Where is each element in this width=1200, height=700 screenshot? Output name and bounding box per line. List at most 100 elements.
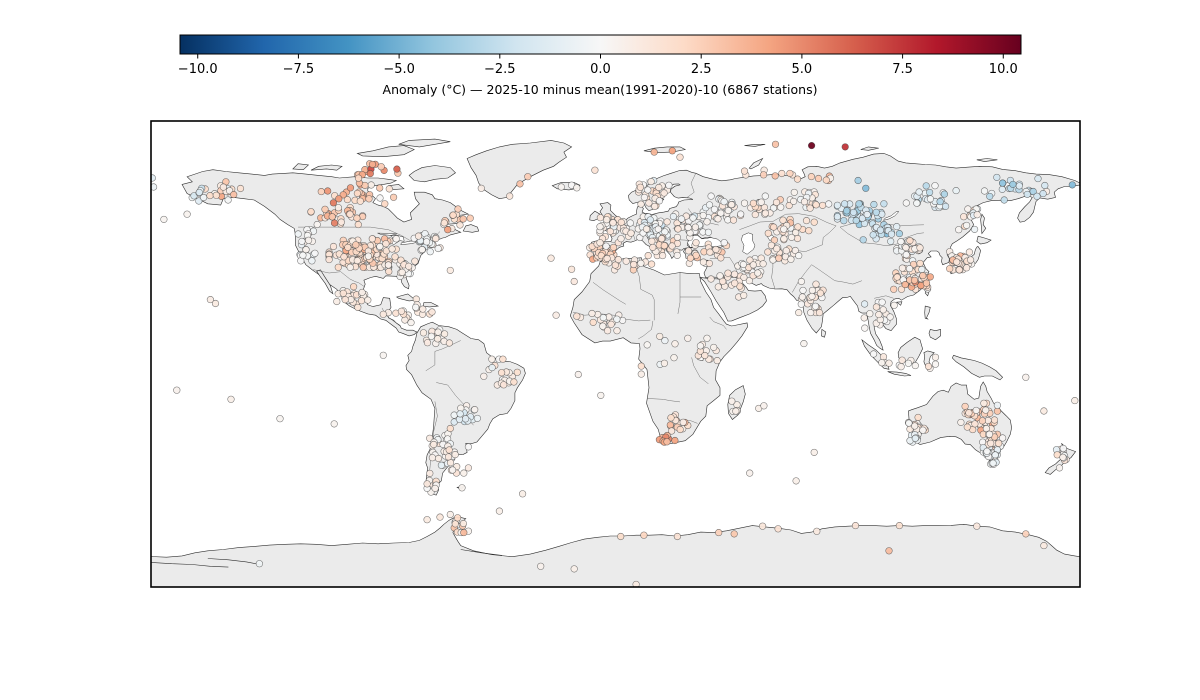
landmass <box>1044 458 1066 475</box>
station-marker <box>913 199 921 207</box>
station-marker <box>910 276 919 284</box>
station-marker <box>393 165 401 173</box>
station-marker <box>458 484 466 492</box>
station-marker <box>960 213 968 221</box>
station-marker <box>886 313 894 321</box>
station-marker <box>731 279 739 287</box>
station-marker <box>890 285 898 293</box>
station-marker <box>849 208 858 216</box>
station-marker <box>499 355 507 363</box>
station-marker <box>955 266 963 274</box>
station-marker <box>740 273 748 281</box>
station-marker <box>200 193 208 202</box>
station-marker <box>691 223 699 231</box>
station-marker <box>822 176 830 184</box>
station-marker <box>219 183 227 191</box>
station-marker <box>684 334 692 342</box>
station-marker <box>622 257 630 265</box>
station-marker <box>854 176 862 185</box>
station-marker <box>574 370 582 379</box>
station-marker <box>800 198 809 206</box>
station-marker <box>1022 530 1030 538</box>
station-marker <box>714 283 722 291</box>
station-marker <box>302 246 310 254</box>
station-marker <box>658 235 666 243</box>
station-marker <box>376 242 384 251</box>
station-marker <box>764 248 772 256</box>
station-marker <box>368 160 377 168</box>
landmass <box>569 257 748 444</box>
station-marker <box>313 220 321 229</box>
station-marker <box>1055 464 1064 472</box>
station-marker <box>644 186 652 194</box>
colorbar-tick-label: −7.5 <box>283 62 315 77</box>
station-marker <box>339 289 347 297</box>
landmass <box>356 145 415 158</box>
station-marker <box>276 415 284 423</box>
station-marker <box>952 187 960 195</box>
station-marker <box>919 272 927 280</box>
station-marker <box>729 216 738 224</box>
ice-shelf-edge <box>207 558 263 566</box>
station-marker <box>350 283 358 291</box>
station-marker <box>885 547 893 555</box>
landmass <box>951 354 1004 381</box>
station-marker <box>794 223 802 231</box>
station-marker <box>1040 407 1048 415</box>
station-marker <box>797 277 805 286</box>
station-marker <box>588 309 596 318</box>
station-marker <box>444 226 452 234</box>
station-marker <box>299 251 307 259</box>
station-marker <box>669 212 677 221</box>
station-marker <box>855 200 863 208</box>
country-border <box>647 398 681 403</box>
station-marker <box>775 254 783 262</box>
station-marker <box>1009 180 1017 188</box>
country-border <box>874 295 894 299</box>
lake <box>377 232 397 236</box>
station-marker <box>740 291 748 299</box>
station-marker <box>519 490 527 498</box>
station-marker <box>454 205 462 213</box>
station-marker <box>617 218 625 226</box>
colorbar-tick-label: 2.5 <box>691 62 712 77</box>
station-marker <box>808 292 816 300</box>
colorbar-tick-label: −2.5 <box>484 62 516 77</box>
station-marker <box>344 243 352 251</box>
station-marker <box>1040 542 1048 550</box>
station-marker <box>454 514 462 522</box>
station-marker <box>727 201 736 209</box>
station-marker <box>810 448 818 456</box>
station-marker <box>739 260 747 269</box>
station-marker <box>715 529 723 537</box>
station-marker <box>684 223 692 232</box>
station-marker <box>737 210 745 218</box>
ice-shelf-edge <box>460 549 503 556</box>
country-border <box>688 208 719 226</box>
station-marker <box>663 218 671 226</box>
station-marker <box>609 219 617 227</box>
landmass <box>928 329 941 341</box>
station-marker <box>993 173 1001 181</box>
station-marker <box>488 364 496 372</box>
station-marker <box>430 440 438 449</box>
station-marker <box>878 298 886 306</box>
station-marker <box>1023 190 1031 198</box>
station-marker <box>298 237 306 245</box>
station-marker <box>676 153 684 161</box>
station-marker <box>385 267 393 276</box>
station-marker <box>498 369 506 377</box>
station-marker <box>879 353 888 361</box>
station-marker <box>902 251 910 259</box>
station-marker <box>812 280 820 288</box>
station-marker <box>749 261 757 269</box>
station-marker <box>782 247 790 255</box>
station-marker <box>365 195 373 203</box>
station-marker <box>887 230 896 238</box>
station-marker <box>833 201 841 209</box>
station-marker <box>328 213 336 221</box>
landmass <box>408 165 456 183</box>
station-marker <box>573 184 581 192</box>
country-border <box>739 213 837 230</box>
